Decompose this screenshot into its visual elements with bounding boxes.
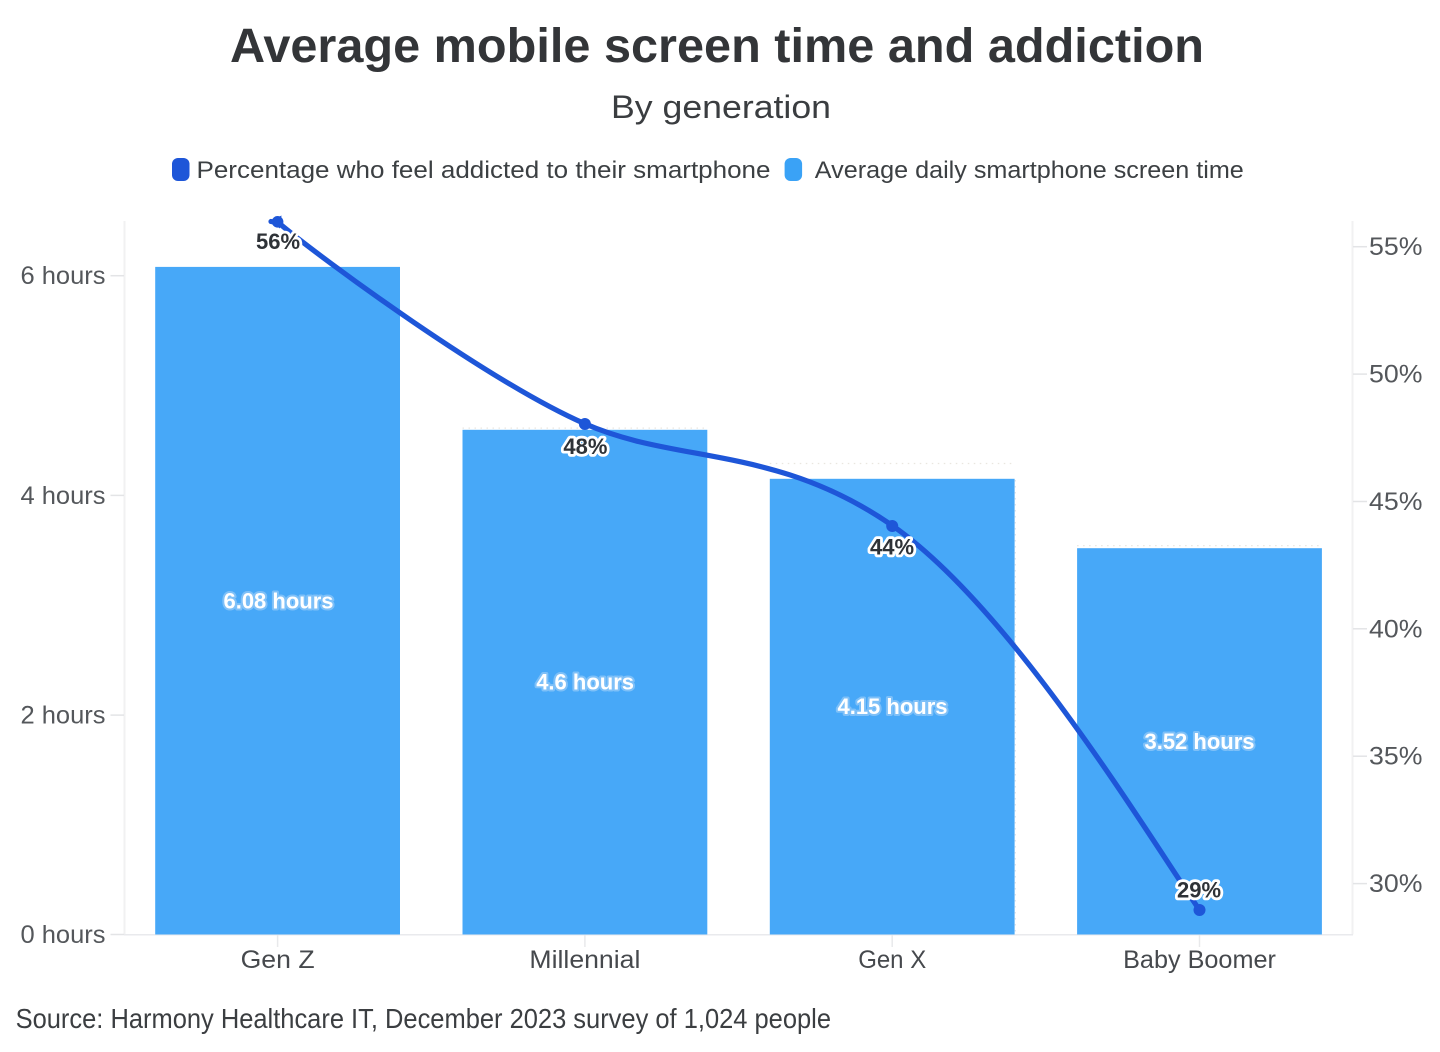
svg-text:55%: 55% <box>1369 233 1423 261</box>
svg-text:Percentage who feel addicted t: Percentage who feel addicted to their sm… <box>197 157 771 184</box>
svg-text:By generation: By generation <box>611 89 831 125</box>
svg-text:48%: 48% <box>563 434 607 459</box>
svg-text:50%: 50% <box>1369 361 1423 389</box>
svg-text:30%: 30% <box>1369 870 1423 898</box>
svg-text:Gen X: Gen X <box>858 946 926 974</box>
svg-text:Millennial: Millennial <box>529 946 640 974</box>
svg-text:2 hours: 2 hours <box>21 702 106 730</box>
svg-text:3.52 hours: 3.52 hours <box>1144 729 1254 754</box>
svg-text:35%: 35% <box>1369 743 1423 771</box>
svg-text:6.08 hours: 6.08 hours <box>223 589 333 614</box>
svg-text:4 hours: 4 hours <box>21 482 106 510</box>
svg-text:4.15 hours: 4.15 hours <box>837 694 947 719</box>
svg-text:4.6 hours: 4.6 hours <box>536 670 634 695</box>
svg-text:56%: 56% <box>256 229 300 254</box>
svg-text:Average mobile screen time and: Average mobile screen time and addiction <box>230 20 1204 73</box>
svg-text:Baby Boomer: Baby Boomer <box>1123 946 1276 974</box>
svg-text:45%: 45% <box>1369 488 1423 516</box>
svg-text:40%: 40% <box>1369 615 1423 643</box>
svg-text:Source: Harmony Healthcare IT,: Source: Harmony Healthcare IT, December … <box>16 1003 831 1034</box>
svg-text:Gen Z: Gen Z <box>241 946 315 974</box>
svg-text:6 hours: 6 hours <box>21 262 106 290</box>
svg-text:0 hours: 0 hours <box>21 921 106 949</box>
svg-text:29%: 29% <box>1177 878 1221 903</box>
svg-text:44%: 44% <box>870 535 914 560</box>
svg-text:Average daily smartphone scree: Average daily smartphone screen time <box>815 157 1244 184</box>
